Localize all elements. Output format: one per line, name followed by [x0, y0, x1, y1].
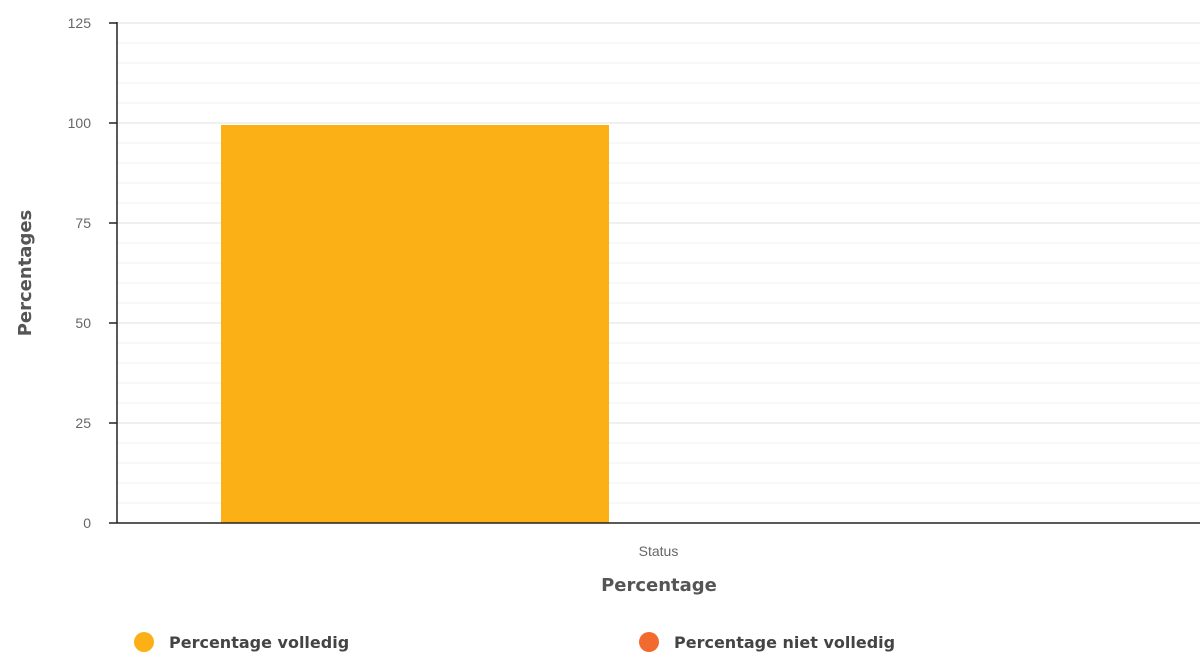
x-axis-title: Percentage — [601, 575, 717, 596]
y-tick-label: 100 — [68, 115, 92, 131]
bar-percentage-volledig[interactable] — [221, 125, 609, 523]
y-tick-label: 0 — [83, 515, 91, 531]
legend-label: Percentage niet volledig — [674, 633, 895, 652]
legend-swatch — [639, 632, 659, 652]
y-tick-label: 125 — [68, 15, 92, 31]
axes — [109, 22, 1200, 524]
x-tick-label: Status — [639, 543, 679, 559]
legend-item-percentage-niet-volledig[interactable]: Percentage niet volledig — [639, 632, 895, 652]
y-tick-label: 50 — [75, 315, 91, 331]
legend-item-percentage-volledig[interactable]: Percentage volledig — [134, 632, 349, 652]
y-tick-label: 25 — [75, 415, 91, 431]
x-tick-labels: Status — [639, 543, 679, 559]
y-tick-label: 75 — [75, 215, 91, 231]
legend: Percentage volledig Percentage niet volle… — [134, 632, 895, 652]
legend-swatch — [134, 632, 154, 652]
y-tick-labels: 0 25 50 75 100 125 — [68, 15, 92, 531]
legend-label: Percentage volledig — [169, 633, 349, 652]
y-axis-title: Percentages — [15, 210, 36, 337]
bars — [221, 125, 609, 523]
